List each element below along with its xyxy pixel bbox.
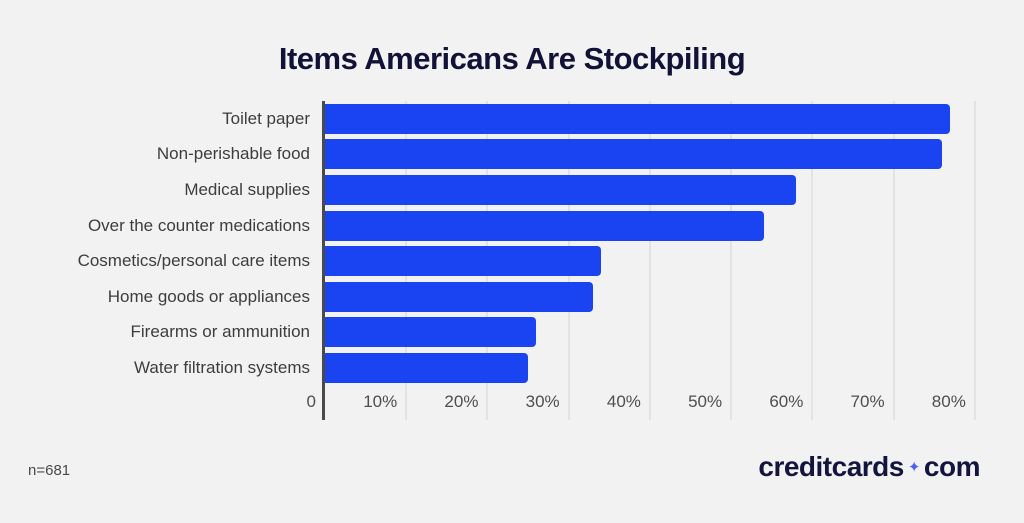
sample-size-label: n=681 <box>28 462 71 479</box>
bar <box>325 352 529 383</box>
tick-label: 20% <box>444 392 479 411</box>
category-label: Water filtration systems <box>133 357 310 377</box>
category-label: Cosmetics/personal care items <box>77 251 310 271</box>
category-label: Toilet paper <box>222 108 310 128</box>
gridline <box>973 101 976 420</box>
bar <box>325 246 602 277</box>
category-label: Non-perishable food <box>156 144 310 164</box>
tick-label: 40% <box>606 392 641 411</box>
bar-row <box>325 172 1000 208</box>
chart-title: Items Americans Are Stockpiling <box>278 41 746 76</box>
creditcards-logo: creditcards ✦ com <box>758 451 980 483</box>
bar-row <box>325 279 1000 315</box>
tick-label: 0 <box>306 392 316 411</box>
gridline <box>648 101 651 420</box>
bar-row <box>325 243 1000 279</box>
x-axis-tick-labels: 0 10% 20% 30% 40% 50% 60% 70% 80% <box>307 386 1000 420</box>
logo-text-right: com <box>923 451 981 482</box>
bar-row <box>325 315 1000 351</box>
bar <box>325 139 943 170</box>
bar <box>325 174 797 205</box>
bar <box>325 281 594 312</box>
category-labels: Toilet paper Non-perishable food Medical s… <box>0 101 322 420</box>
category-label: Firearms or ammunition <box>130 322 311 342</box>
category-label: Medical supplies <box>184 179 310 199</box>
gridline <box>811 101 814 420</box>
tick-label: 80% <box>931 392 966 411</box>
bar-row <box>325 137 1000 173</box>
bar-row <box>325 208 1000 244</box>
gridline <box>730 101 733 420</box>
tick-label: 10% <box>363 392 398 411</box>
category-label: Over the counter medications <box>87 215 310 235</box>
tick-label: 70% <box>850 392 885 411</box>
category-label: Home goods or appliances <box>107 286 310 306</box>
tick-label: 60% <box>769 392 804 411</box>
bars-container <box>325 101 1000 386</box>
tick-label: 30% <box>525 392 560 411</box>
plot-area: 0 10% 20% 30% 40% 50% 60% 70% 80% <box>307 101 1000 420</box>
bar-chart: Toilet paper Non-perishable food Medical s… <box>0 101 1000 420</box>
sparkle-icon: ✦ <box>907 459 921 476</box>
gridline <box>892 101 895 420</box>
bar <box>325 317 537 348</box>
logo-text-left: creditcards <box>758 451 904 482</box>
bar <box>325 103 951 134</box>
bar-row <box>325 350 1000 386</box>
tick-label: 50% <box>688 392 723 411</box>
bar <box>325 210 764 241</box>
bar-row <box>325 101 1000 137</box>
